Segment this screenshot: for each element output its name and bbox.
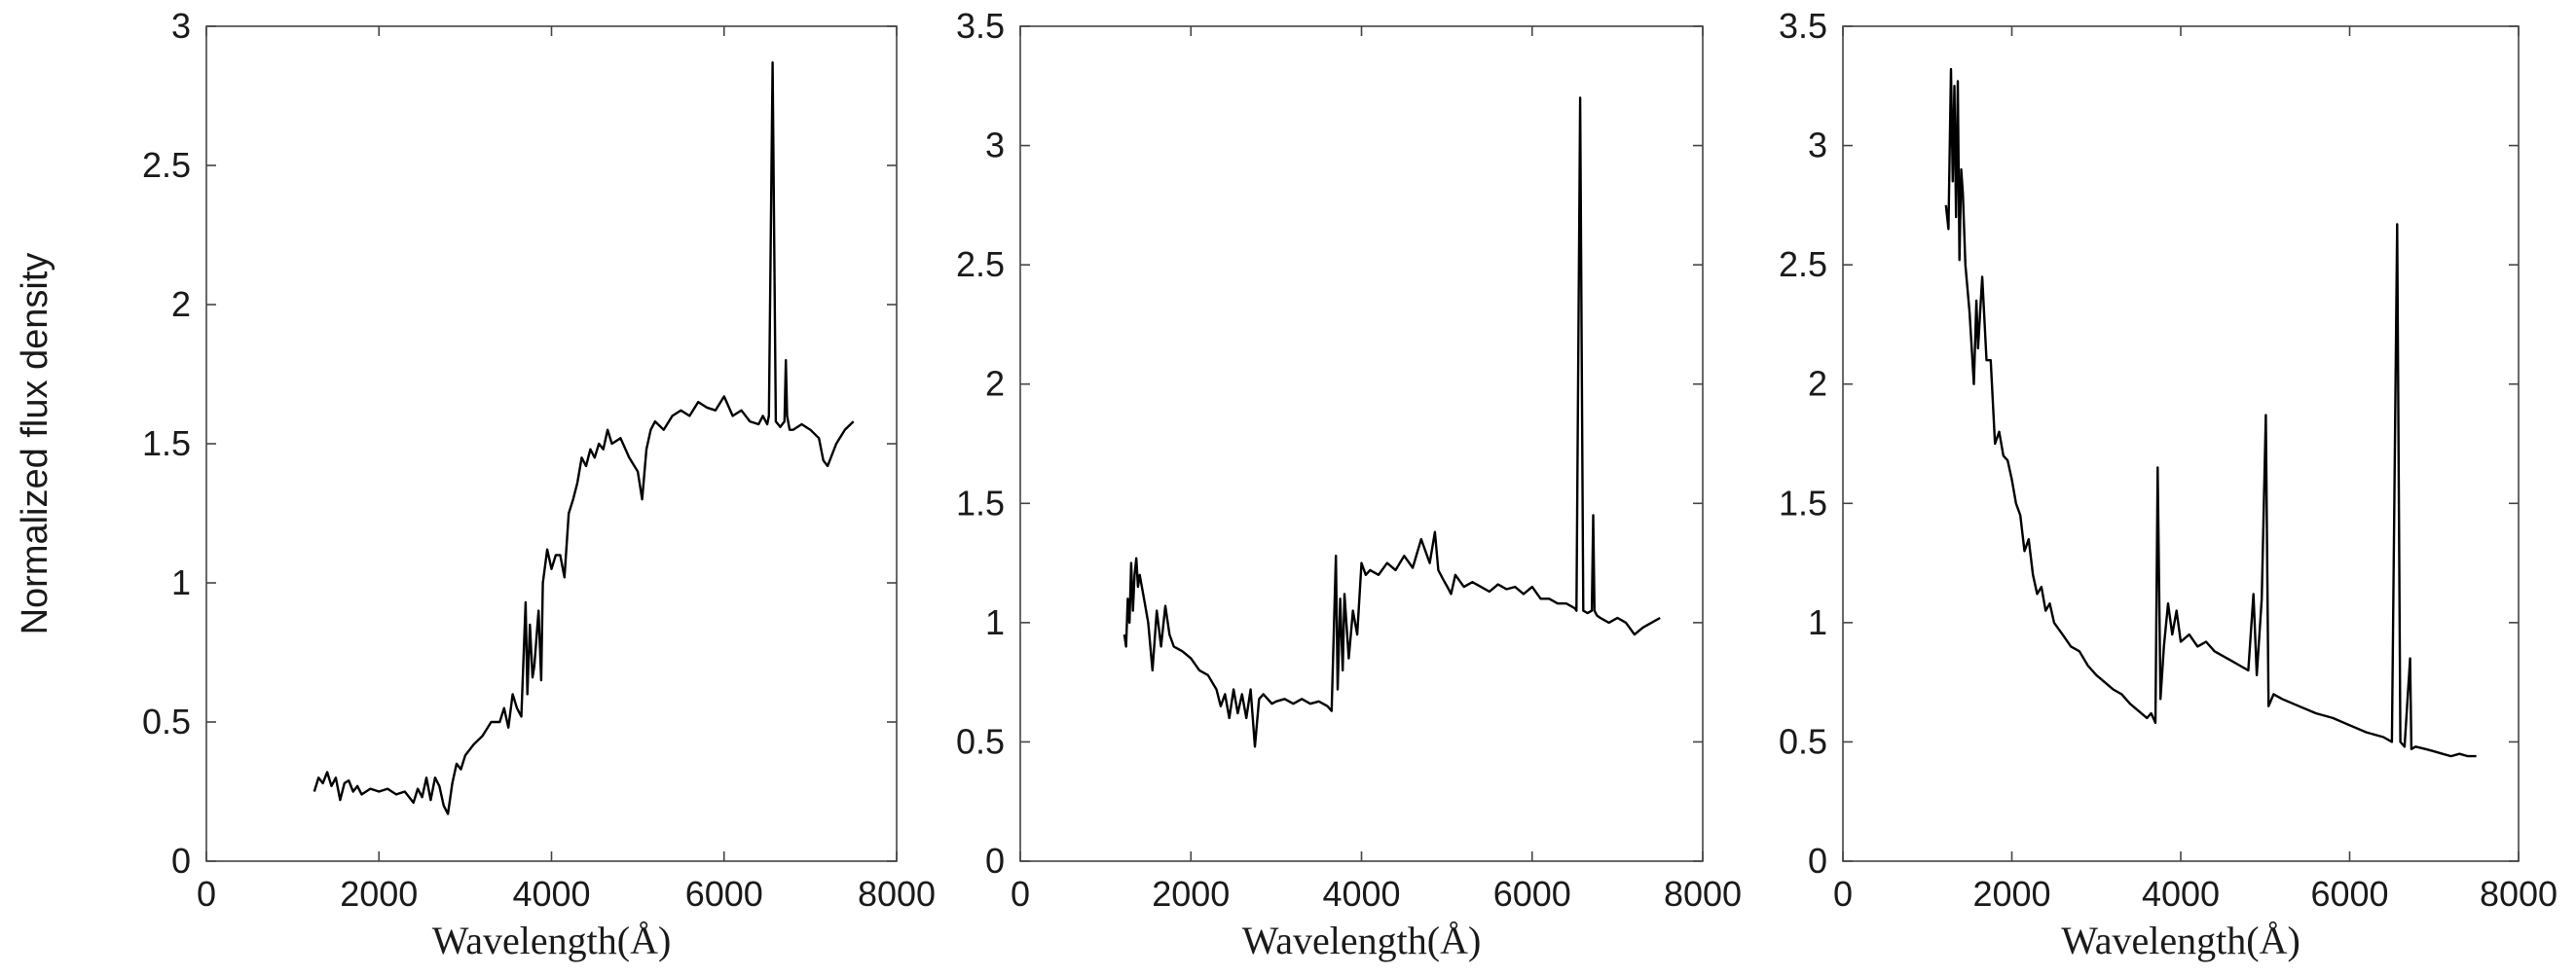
- spectrum-panel-3: 0 2000 4000 6000 8000 0 0.5 1 1.5 2 2.5 3 3.5 Wavelen…: [1779, 6, 2558, 962]
- x-tick-label: 6000: [2310, 874, 2388, 914]
- x-axis-label: Wavelength(Å): [432, 919, 672, 962]
- plot-frame: [1019, 25, 1704, 862]
- x-tick-label: 2000: [340, 874, 418, 914]
- spectrum-line: [313, 60, 855, 815]
- x-axis-label: Wavelength(Å): [1242, 919, 1482, 962]
- y-tick-label: 1.5: [142, 423, 191, 463]
- plot-frame: [1842, 25, 2520, 862]
- x-tick-label: 0: [197, 874, 216, 914]
- x-tick-label: 8000: [2480, 874, 2558, 914]
- spectrum-line: [1944, 67, 2477, 758]
- x-tick-label: 6000: [685, 874, 763, 914]
- x-tick-label: 0: [1011, 874, 1030, 914]
- spectrum-panel-1: 0 2000 4000 6000 8000 0 0.5 1 1.5 2 2.5 3 Wavelength…: [142, 6, 936, 962]
- spectrum-line: [1122, 96, 1661, 748]
- y-tick-label: 2: [985, 364, 1005, 404]
- x-tick-label: 4000: [512, 874, 590, 914]
- y-tick-label: 2.5: [1779, 244, 1827, 284]
- y-tick-label: 0: [1808, 841, 1827, 881]
- y-tick-label: 1.5: [1779, 483, 1827, 523]
- y-tick-label: 0: [985, 841, 1005, 881]
- y-tick-label: 2.5: [142, 145, 191, 185]
- x-axis-label: Wavelength(Å): [2061, 919, 2300, 962]
- y-tick-label: 3.5: [1779, 6, 1827, 46]
- y-axis-label: Normalized flux density: [15, 253, 55, 635]
- y-tick-label: 3: [1808, 126, 1827, 165]
- y-tick-label: 3: [985, 126, 1005, 165]
- x-tick-label: 8000: [1664, 874, 1742, 914]
- y-tick-label: 3: [171, 6, 191, 46]
- y-tick-label: 1: [1808, 602, 1827, 642]
- y-tick-label: 0: [171, 841, 191, 881]
- plot-frame: [205, 25, 898, 862]
- y-tick-label: 0.5: [1779, 721, 1827, 761]
- x-tick-label: 8000: [858, 874, 936, 914]
- y-tick-label: 2: [1808, 364, 1827, 404]
- x-tick-label: 4000: [1322, 874, 1400, 914]
- x-tick-label: 2000: [1972, 874, 2050, 914]
- spectrum-panel-2: 0 2000 4000 6000 8000 0 0.5 1 1.5 2 2.5 3 3.5 Wavelen…: [956, 6, 1742, 962]
- x-tick-label: 2000: [1152, 874, 1230, 914]
- x-tick-label: 0: [1833, 874, 1853, 914]
- x-tick-label: 4000: [2142, 874, 2220, 914]
- y-tick-label: 0.5: [956, 721, 1005, 761]
- y-tick-label: 1: [171, 562, 191, 602]
- y-tick-label: 1.5: [956, 483, 1005, 523]
- y-tick-label: 0.5: [142, 702, 191, 741]
- y-tick-label: 1: [985, 602, 1005, 642]
- x-tick-label: 6000: [1493, 874, 1571, 914]
- y-tick-label: 3.5: [956, 6, 1005, 46]
- y-tick-label: 2: [171, 284, 191, 324]
- y-tick-label: 2.5: [956, 244, 1005, 284]
